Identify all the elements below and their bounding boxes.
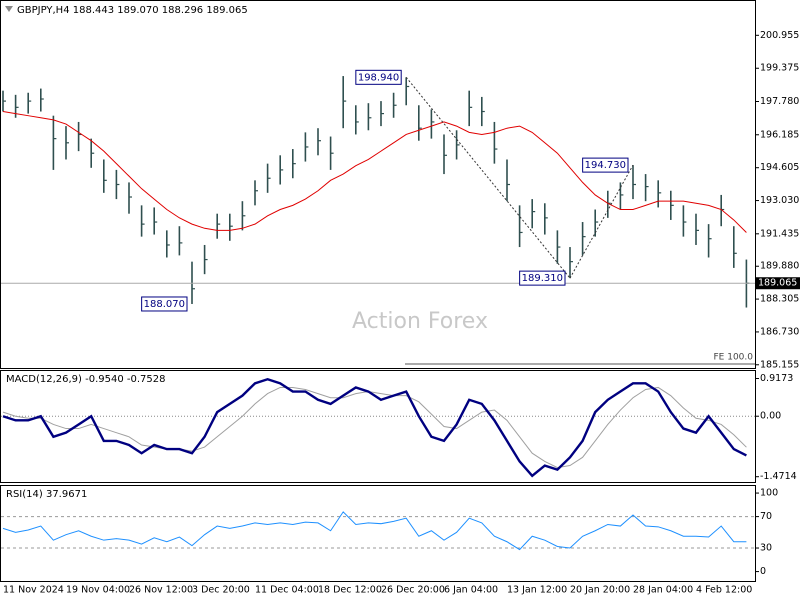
y-tick-label: 0.00 xyxy=(760,411,781,422)
y-tick-label: 100 xyxy=(760,488,778,499)
y-tick-label: 200.955 xyxy=(760,30,799,41)
symbol-header: GBPJPY,H4 188.443 189.070 188.296 189.06… xyxy=(17,5,248,16)
x-tick-label: 26 Dec 20:00 xyxy=(381,585,445,596)
fe-label: FE 100.0 xyxy=(714,353,754,363)
zigzag-line xyxy=(405,77,571,279)
annotation-box xyxy=(141,296,188,312)
y-tick-label: 185.155 xyxy=(760,359,799,370)
signal-line xyxy=(2,386,747,469)
rsi-header: RSI(14) 37.9671 xyxy=(6,489,87,500)
x-tick-label: 28 Jan 04:00 xyxy=(633,585,693,596)
y-tick-label: 194.605 xyxy=(760,162,799,173)
zigzag-line xyxy=(569,164,634,279)
y-tick-label: 0.9173 xyxy=(760,373,793,384)
price-panel xyxy=(0,0,756,369)
current-price-label: 189.065 xyxy=(758,278,797,289)
y-tick-label: 186.730 xyxy=(760,326,799,337)
x-tick-label: 6 Jan 04:00 xyxy=(444,585,498,596)
x-tick-label: 18 Dec 12:00 xyxy=(318,585,382,596)
annotation-box xyxy=(519,270,566,286)
annotation-label: 189.310 xyxy=(522,273,563,284)
y-tick-label: 70 xyxy=(760,511,772,522)
x-tick-label: 11 Dec 04:00 xyxy=(255,585,319,596)
annotation-label: 198.940 xyxy=(358,72,399,83)
x-tick-label: 11 Nov 2024 xyxy=(3,585,64,596)
y-tick-label: 199.375 xyxy=(760,63,799,74)
y-tick-label: 0 xyxy=(760,566,766,577)
annotation-box xyxy=(582,157,629,173)
current-price-box xyxy=(756,277,800,290)
y-tick-label: 196.185 xyxy=(760,129,799,140)
x-tick-label: 19 Nov 04:00 xyxy=(66,585,130,596)
rsi-panel xyxy=(0,485,756,582)
y-tick-label: -1.4714 xyxy=(760,471,797,482)
watermark: Action Forex xyxy=(352,309,488,334)
x-tick-label: 4 Feb 12:00 xyxy=(696,585,752,596)
collapse-icon xyxy=(5,6,13,12)
y-tick-label: 193.030 xyxy=(760,195,799,206)
x-tick-label: 13 Jan 12:00 xyxy=(507,585,567,596)
y-tick-label: 197.780 xyxy=(760,96,799,107)
x-tick-label: 26 Nov 12:00 xyxy=(129,585,193,596)
rsi-line xyxy=(2,511,747,551)
y-tick-label: 191.435 xyxy=(760,228,799,239)
x-tick-label: 3 Dec 20:00 xyxy=(192,585,250,596)
moving-average xyxy=(2,111,747,233)
y-tick-label: 188.305 xyxy=(760,294,799,305)
x-tick-label: 20 Jan 20:00 xyxy=(570,585,630,596)
annotation-label: 194.730 xyxy=(585,160,626,171)
y-tick-label: 30 xyxy=(760,543,772,554)
macd-header: MACD(12,26,9) -0.9540 -0.7528 xyxy=(6,374,166,385)
macd-line xyxy=(2,377,747,478)
annotation-box xyxy=(355,69,402,85)
y-tick-label: 189.880 xyxy=(760,261,799,272)
annotation-label: 188.070 xyxy=(144,299,185,310)
macd-panel xyxy=(0,370,756,483)
